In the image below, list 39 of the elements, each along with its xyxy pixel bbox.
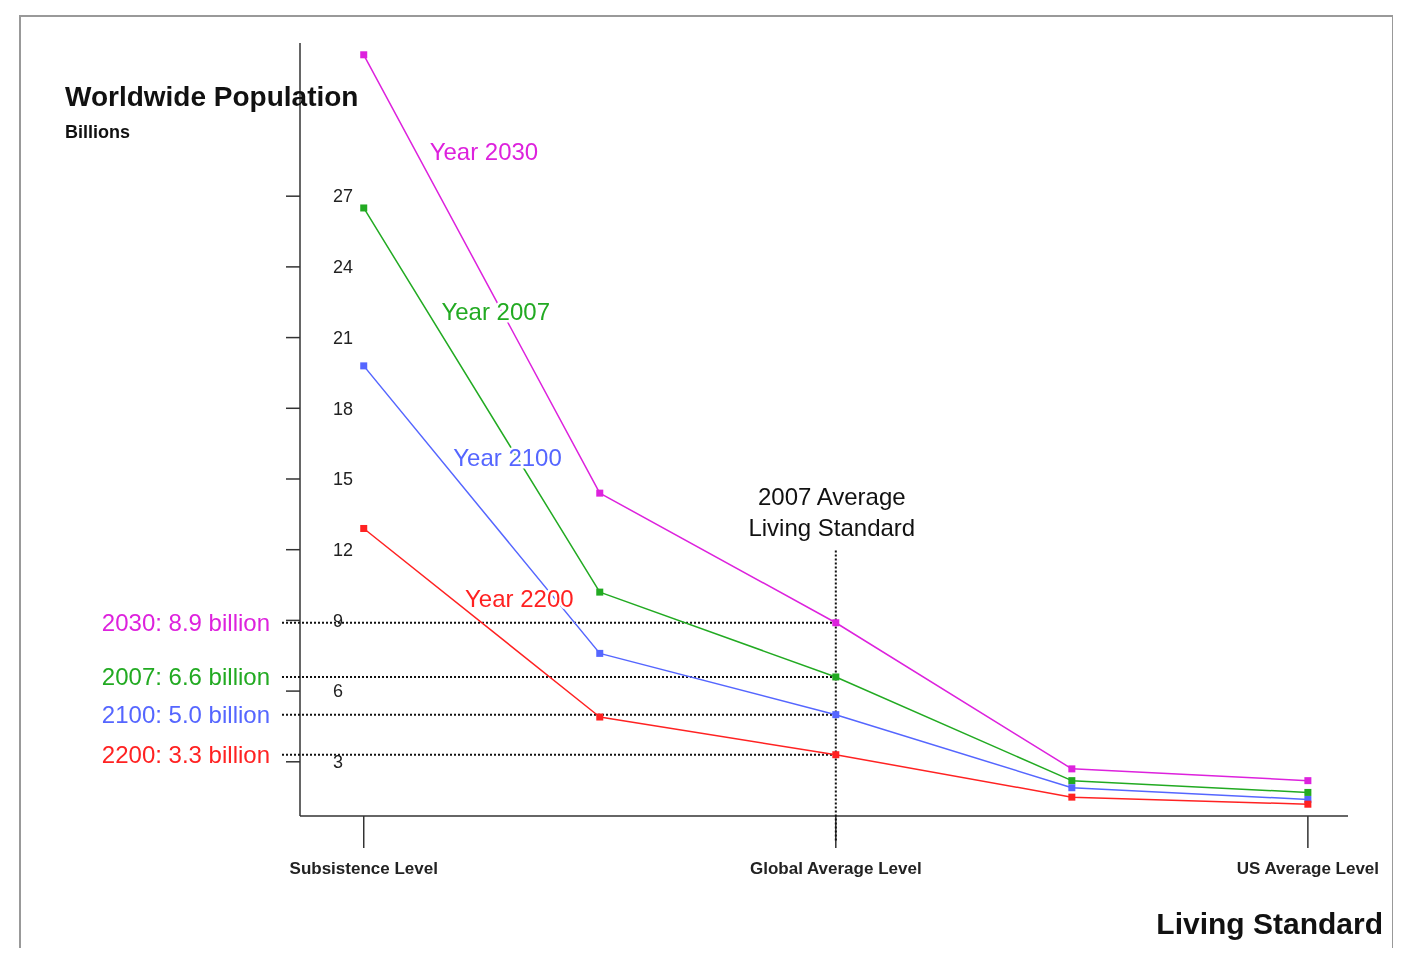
point — [1068, 765, 1076, 773]
x-tick-label: US Average Level — [1236, 859, 1380, 878]
point — [596, 588, 604, 596]
y-tick-label: 21 — [333, 327, 354, 348]
text: Billions — [65, 122, 131, 142]
y-tick-label: 6 — [333, 681, 344, 702]
point — [1304, 788, 1312, 796]
x-tick-label: Global Average Level — [749, 859, 922, 878]
point — [832, 619, 840, 627]
x-tick-label: Subsistence Level — [289, 859, 438, 878]
point — [360, 524, 368, 532]
point — [360, 362, 368, 370]
y-tick-label: 9 — [333, 610, 344, 631]
point — [1304, 777, 1312, 785]
ref-line-label: 2100: 5.0 billion — [101, 701, 270, 729]
point — [360, 204, 368, 212]
y-tick-label: 18 — [333, 398, 354, 419]
ref-line-label: 2030: 8.9 billion — [101, 609, 270, 637]
point — [596, 489, 604, 497]
point — [1068, 784, 1076, 792]
point — [1304, 800, 1312, 808]
series-label: Year 2030 — [429, 137, 539, 165]
ref-line-label: 2007: 6.6 billion — [101, 663, 270, 691]
point — [832, 673, 840, 681]
x-axis-title: Living Standard — [1156, 907, 1383, 940]
ref-line-label: 2200: 3.3 billion — [101, 741, 270, 769]
point — [596, 649, 604, 657]
point — [1068, 793, 1076, 801]
point — [1068, 777, 1076, 785]
point — [832, 751, 840, 759]
y-tick-label: 24 — [333, 257, 354, 278]
y-tick-label: 12 — [333, 539, 354, 560]
y-tick-label: 3 — [333, 752, 344, 773]
point — [832, 711, 840, 719]
point — [360, 51, 368, 59]
y-tick-label: 27 — [333, 186, 354, 207]
point — [596, 713, 604, 721]
ref-line-label: 2007 Average Living Standard — [748, 483, 916, 542]
y-tick-label: 15 — [333, 469, 354, 490]
